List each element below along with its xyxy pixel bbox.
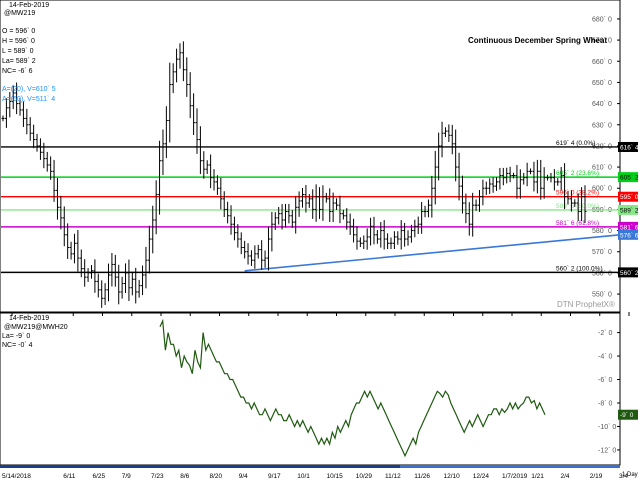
fib-value-box-label: 560` 2 — [620, 270, 639, 277]
ohlc-net-change: NC= -6` 6 — [2, 68, 33, 75]
lower-y-tick-label: -8` 0 — [598, 400, 613, 407]
x-axis-tick-label: 8/20 — [210, 473, 223, 480]
lower-y-tick-label: -2` 0 — [598, 330, 613, 337]
lower-y-axis: -2` 0 -4` 0 -6` 0 -8` 0 -10` 0 -12` 0 — [598, 330, 620, 454]
x-axis-tick-label: 7/23 — [151, 473, 164, 480]
ohlc-high: H = 596` 0 — [2, 38, 35, 45]
spread-series-line — [159, 318, 546, 458]
upper-y-tick-label: 580` 0 — [592, 228, 612, 235]
upper-y-tick-label: 660` 0 — [592, 59, 612, 66]
upper-y-tick-label: 570` 0 — [592, 249, 612, 256]
spread-line-layer: -9` 0 — [159, 318, 638, 458]
x-axis-tick-label: 12/24 — [473, 473, 490, 480]
watermark: DTN ProphetX® — [557, 300, 615, 309]
ohlc-last: La= 589` 2 — [2, 58, 36, 65]
lower-y-tick-label: -6` 0 — [598, 377, 613, 384]
upper-y-tick-label: 600` 0 — [592, 186, 612, 193]
lower-info-block: 14-Feb-2019 @MW219@MWH20 La= -9` 0 NC= -… — [2, 315, 68, 349]
lower-y-tick-label: -4` 0 — [598, 354, 613, 361]
fib-value-box — [618, 191, 638, 202]
upper-date-label: 14-Feb-2019 — [9, 2, 49, 9]
upper-y-tick-label: 550` 0 — [592, 292, 612, 299]
upper-y-tick-label: 630` 0 — [592, 122, 612, 129]
lower-date-label: 14-Feb-2019 — [9, 315, 49, 322]
upper-panel-frame — [0, 0, 621, 313]
x-axis-tick-label: 9/17 — [268, 473, 281, 480]
fib-value-box — [618, 221, 638, 232]
x-axis-unit-label: 1 Day — [622, 472, 638, 478]
x-axis-tick-label: 8/6 — [180, 473, 189, 480]
fib-level-label: 605` 2 (23.6%) — [556, 170, 599, 177]
fib-value-box — [618, 172, 638, 183]
upper-y-tick-label: 640` 0 — [592, 101, 612, 108]
x-axis-tick-label: 11/26 — [414, 473, 430, 480]
fib-value-box — [618, 141, 638, 152]
upper-y-tick-label: 610` 0 — [592, 165, 612, 172]
trendline-layer: 576` 6 — [244, 229, 639, 272]
ohlc-low: L = 589` 0 — [2, 48, 34, 55]
upper-y-tick-label: 560` 0 — [592, 270, 612, 277]
upper-info-block: 14-Feb-2019 @MW219 O = 596` 0 H = 596` 0… — [2, 2, 615, 309]
fib-value-box-label: 589` 2 — [620, 207, 639, 214]
upper-y-tick-label: 650` 0 — [592, 80, 612, 87]
x-axis: 5/14/2018 6/11 6/25 7/9 7/23 8/6 8/20 9/4 9/17 10… — [2, 312, 630, 480]
x-axis-tick-label: 2/19 — [590, 473, 603, 480]
chart-title: Continuous December Spring Wheat — [468, 36, 607, 45]
ma-20-label: A=(20), V=610` 5 — [2, 86, 56, 93]
lower-y-tick-label: -10` 0 — [598, 424, 616, 431]
fib-value-box-label: 595` 0 — [620, 194, 639, 201]
lower-y-tick-label: -12` 0 — [598, 447, 616, 454]
x-axis-tick-label: 6/25 — [93, 473, 106, 480]
spread-value-box-label: -9` 0 — [620, 412, 634, 419]
x-axis-tick-label: 10/29 — [356, 473, 373, 480]
x-axis-tick-label: 3/4 — [619, 473, 628, 480]
fib-value-box — [618, 204, 638, 215]
fib-level-label: 589` 6 (50.0%) — [556, 203, 599, 210]
x-axis-tick-label: 7/9 — [122, 473, 131, 480]
x-axis-tick-label: 1/21 — [531, 473, 544, 480]
trendline — [244, 234, 621, 272]
spread-value-box — [618, 409, 638, 420]
x-axis-tick-label: 9/4 — [239, 473, 248, 480]
fib-value-box-label: 581` 6 — [620, 224, 639, 231]
upper-symbol: @MW219 — [4, 10, 35, 17]
time-scroll-thumb[interactable] — [0, 465, 400, 468]
x-axis-tick-label: 12/10 — [444, 473, 461, 480]
fib-level-label: 560` 2 (100.0%) — [556, 265, 603, 272]
x-axis-tick-label: 10/1 — [297, 473, 310, 480]
fib-level-label: 581` 6 (61.8%) — [556, 220, 599, 227]
trendline-value-box-label: 576` 6 — [620, 232, 639, 239]
fibonacci-levels: 619` 4 (0.0%) 616` 4 605` 2 (23.6%) 605` 2 5… — [1, 140, 639, 278]
x-axis-tick-label: 5/14/2018 — [2, 473, 31, 480]
lower-last: La= -9` 0 — [2, 333, 30, 340]
lower-symbol: @MW219@MWH20 — [4, 324, 68, 331]
ohlc-open: O = 596` 0 — [2, 28, 35, 35]
x-axis-tick-label: 1/7/2019 — [502, 473, 528, 480]
x-axis-tick-label: 11/12 — [385, 473, 401, 480]
trendline-value-box — [618, 229, 638, 240]
ohlc-bars — [1, 41, 587, 308]
upper-y-tick-label: 670` 0 — [592, 38, 612, 45]
ma-50-label: A=(50), V=511` 4 — [2, 96, 55, 103]
x-axis-tick-label: 2/4 — [561, 473, 570, 480]
x-axis-tick-label: 6/11 — [63, 473, 76, 480]
fib-value-box-label: 605` 2 — [620, 175, 639, 182]
upper-y-tick-label: 680` 0 — [592, 16, 612, 23]
fib-value-box-label: 616` 4 — [620, 144, 639, 151]
x-axis-tick-label: 10/15 — [327, 473, 344, 480]
fib-value-box — [618, 267, 638, 278]
fib-level-label: 619` 4 (0.0%) — [556, 140, 595, 147]
lower-net-change: NC= -0` 4 — [2, 342, 33, 349]
fib-level-label: 596` 0 (38.2%) — [556, 190, 599, 197]
